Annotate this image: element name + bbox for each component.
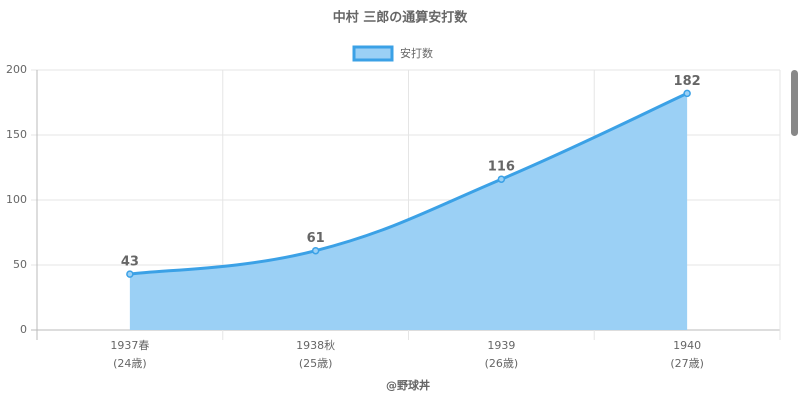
y-tick-label: 200 — [6, 63, 27, 76]
scrollbar[interactable] — [791, 70, 798, 136]
line — [129, 92, 688, 276]
x-tick-label: 1939 — [487, 339, 515, 352]
point — [126, 270, 134, 278]
x-tick-label: (27歳) — [670, 357, 704, 370]
point — [683, 89, 691, 98]
legend-swatch — [352, 45, 394, 62]
point — [311, 246, 320, 255]
y-tick-label: 150 — [6, 128, 27, 141]
chart-title: 中村 三郎の通算安打数 — [333, 10, 469, 26]
area — [129, 93, 688, 331]
data-label: 116 — [488, 160, 515, 175]
x-tick-label: (26歳) — [485, 357, 519, 370]
x-tick-label: (24歳) — [113, 357, 147, 370]
data-label: 182 — [674, 74, 701, 89]
x-axis-label: @野球丼 — [386, 378, 430, 392]
y-tick-label: 100 — [6, 193, 27, 206]
x-tick-label: 1940 — [673, 339, 701, 352]
y-tick-label: 0 — [20, 323, 27, 336]
point — [497, 175, 506, 183]
legend-label: 安打数 — [400, 46, 433, 60]
data-label: 43 — [121, 255, 139, 270]
x-tick-label: (25歳) — [299, 357, 333, 370]
data-label: 61 — [307, 231, 325, 246]
x-tick-label: 1937春 — [110, 339, 149, 352]
y-tick-label: 50 — [13, 258, 27, 271]
x-tick-label: 1938秋 — [296, 338, 335, 352]
